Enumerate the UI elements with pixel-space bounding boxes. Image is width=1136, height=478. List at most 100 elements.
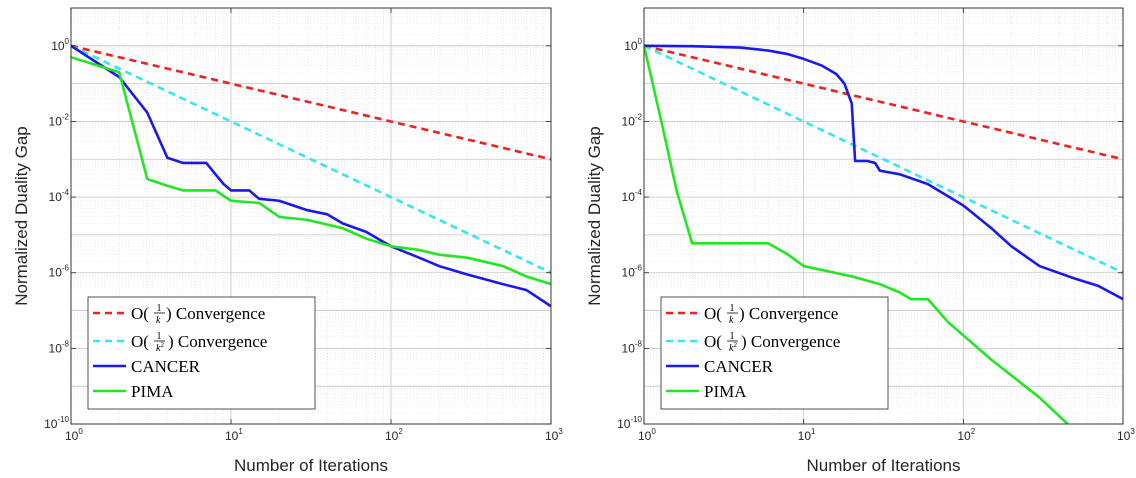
grid — [70, 7, 552, 425]
legend-label: CANCER — [704, 357, 774, 376]
x-tick-mantissa: 10 — [798, 429, 812, 443]
x-tick-exponent: 1 — [238, 427, 243, 436]
series-line-o-1 — [71, 44, 551, 274]
legend-label-suffix: ) Convergence — [166, 304, 265, 323]
legend-fraction-denominator: k2 — [156, 341, 164, 354]
y-tick-mantissa: 10 — [49, 341, 63, 355]
series-line-o-0 — [71, 44, 551, 161]
legend-fraction-denominator: k — [156, 315, 161, 326]
x-tick-label: 100 — [638, 427, 656, 443]
y-tick-mantissa: 10 — [49, 114, 63, 128]
y-tick-label: 10-6 — [49, 264, 70, 280]
y-tick-label: 10-4 — [49, 188, 70, 204]
legend-fraction-denominator: k — [729, 315, 734, 326]
y-tick-exponent: -6 — [635, 264, 643, 273]
y-tick-label: 10-2 — [622, 112, 643, 128]
legend-fraction-denominator: k2 — [729, 341, 737, 354]
legend-label-prefix: O( — [704, 332, 722, 351]
x-tick-mantissa: 10 — [957, 429, 971, 443]
y-axis-label: Normalized Duality Gap — [585, 126, 604, 306]
y-tick-mantissa: 10 — [624, 39, 638, 53]
chart-panel-2: 100 101 102 10310010-210-410-610-810-10Numb… — [585, 7, 1135, 475]
legend-label: CANCER — [131, 357, 201, 376]
y-tick-exponent: -10 — [57, 415, 69, 424]
y-tick-label: 10-8 — [622, 339, 643, 355]
legend-label-prefix: O( — [704, 304, 722, 323]
x-tick-exponent: 0 — [651, 427, 656, 436]
y-tick-exponent: -4 — [62, 188, 70, 197]
y-tick-exponent: -8 — [635, 339, 643, 348]
x-tick-exponent: 3 — [1130, 427, 1135, 436]
x-tick-mantissa: 10 — [638, 429, 652, 443]
y-tick-exponent: -2 — [62, 112, 70, 121]
y-tick-label: 10-4 — [622, 188, 643, 204]
x-tick-label: 101 — [225, 427, 243, 443]
series-group — [71, 44, 551, 308]
y-tick-exponent: -2 — [635, 112, 643, 121]
y-tick-exponent: -6 — [62, 264, 70, 273]
chart-panel-1: 100 101 102 10310010-210-410-610-810-10Numb… — [12, 7, 563, 475]
legend-label-suffix: ) Convergence — [741, 332, 840, 351]
legend-label: PIMA — [131, 382, 174, 401]
legend-fraction-numerator: 1 — [730, 303, 735, 314]
x-axis-label: Number of Iterations — [806, 456, 960, 475]
x-tick-mantissa: 10 — [385, 429, 399, 443]
x-tick-label: 103 — [1117, 427, 1135, 443]
series-line-o-0 — [644, 44, 1123, 161]
x-tick-mantissa: 10 — [545, 429, 559, 443]
x-tick-exponent: 2 — [398, 427, 403, 436]
legend-fraction-numerator: 1 — [157, 331, 162, 342]
y-tick-exponent: -10 — [630, 415, 642, 424]
y-tick-mantissa: 10 — [44, 417, 58, 431]
legend-label-prefix: O( — [131, 304, 149, 323]
legend-fraction-numerator: 1 — [157, 303, 162, 314]
x-tick-label: 102 — [957, 427, 975, 443]
y-tick-label: 10-2 — [49, 112, 70, 128]
series-line-cancer — [71, 44, 551, 308]
x-tick-exponent: 2 — [971, 427, 976, 436]
legend-label-suffix: ) Convergence — [168, 332, 267, 351]
legend-fraction-exponent: 2 — [733, 341, 737, 349]
legend-label: PIMA — [704, 382, 747, 401]
y-tick-mantissa: 10 — [51, 39, 65, 53]
x-axis-label: Number of Iterations — [234, 456, 388, 475]
y-tick-exponent: 0 — [638, 37, 643, 46]
y-tick-label: 10-10 — [44, 415, 69, 431]
legend-fraction-numerator: 1 — [730, 331, 735, 342]
y-tick-label: 10-6 — [622, 264, 643, 280]
axes-frame — [643, 7, 1124, 425]
x-tick-exponent: 1 — [811, 427, 816, 436]
series-group — [644, 44, 1123, 424]
x-tick-mantissa: 10 — [225, 429, 239, 443]
y-tick-label: 10-10 — [617, 415, 642, 431]
y-tick-mantissa: 10 — [49, 266, 63, 280]
y-tick-label: 10-8 — [49, 339, 70, 355]
y-tick-label: 100 — [51, 37, 69, 53]
legend-fraction-exponent: 2 — [160, 341, 164, 349]
y-tick-exponent: -8 — [62, 339, 70, 348]
series-line-cancer — [644, 44, 1123, 301]
x-tick-exponent: 0 — [78, 427, 83, 436]
y-tick-label: 100 — [624, 37, 642, 53]
legend-label-suffix: ) Convergence — [739, 304, 838, 323]
x-tick-label: 103 — [545, 427, 563, 443]
series-line-pima — [644, 45, 1069, 424]
x-tick-exponent: 3 — [558, 427, 563, 436]
y-tick-exponent: 0 — [65, 37, 70, 46]
y-tick-mantissa: 10 — [49, 190, 63, 204]
y-tick-mantissa: 10 — [622, 341, 636, 355]
y-tick-mantissa: 10 — [617, 417, 631, 431]
x-tick-label: 101 — [798, 427, 816, 443]
series-line-pima — [71, 55, 551, 286]
y-axis-label: Normalized Duality Gap — [12, 126, 31, 306]
x-tick-label: 100 — [65, 427, 83, 443]
x-tick-mantissa: 10 — [1117, 429, 1131, 443]
y-tick-mantissa: 10 — [622, 266, 636, 280]
y-tick-exponent: -4 — [635, 188, 643, 197]
y-tick-mantissa: 10 — [622, 190, 636, 204]
